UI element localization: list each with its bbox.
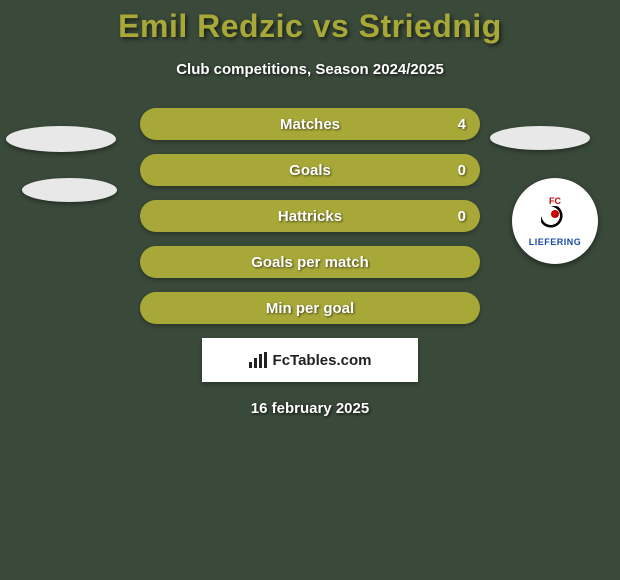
stat-bar: Goals per match [140, 246, 480, 278]
subtitle: Club competitions, Season 2024/2025 [0, 61, 620, 78]
stat-value-right: 0 [458, 208, 466, 225]
stat-rows: Matches 4 Goals 0 Hattricks 0 Goals per … [0, 108, 620, 324]
stat-row-matches: Matches 4 [0, 108, 620, 140]
stat-bar: Hattricks 0 [140, 200, 480, 232]
brand-box: FcTables.com [202, 338, 418, 382]
stat-bar: Matches 4 [140, 108, 480, 140]
stat-label: Min per goal [266, 300, 354, 317]
bar-chart-icon [249, 352, 267, 368]
stat-value-right: 4 [458, 116, 466, 133]
stat-row-hattricks: Hattricks 0 [0, 200, 620, 232]
stat-bar: Min per goal [140, 292, 480, 324]
stat-row-goals-per-match: Goals per match [0, 246, 620, 278]
stat-label: Goals [289, 162, 331, 179]
stat-value-right: 0 [458, 162, 466, 179]
brand-text: FcTables.com [273, 352, 372, 369]
stat-row-min-per-goal: Min per goal [0, 292, 620, 324]
infographic-container: Emil Redzic vs Striednig Club competitio… [0, 0, 620, 417]
page-title: Emil Redzic vs Striednig [0, 8, 620, 45]
footer-date: 16 february 2025 [0, 400, 620, 417]
stat-row-goals: Goals 0 [0, 154, 620, 186]
stat-label: Hattricks [278, 208, 342, 225]
stat-label: Goals per match [251, 254, 369, 271]
stat-label: Matches [280, 116, 340, 133]
stat-bar: Goals 0 [140, 154, 480, 186]
